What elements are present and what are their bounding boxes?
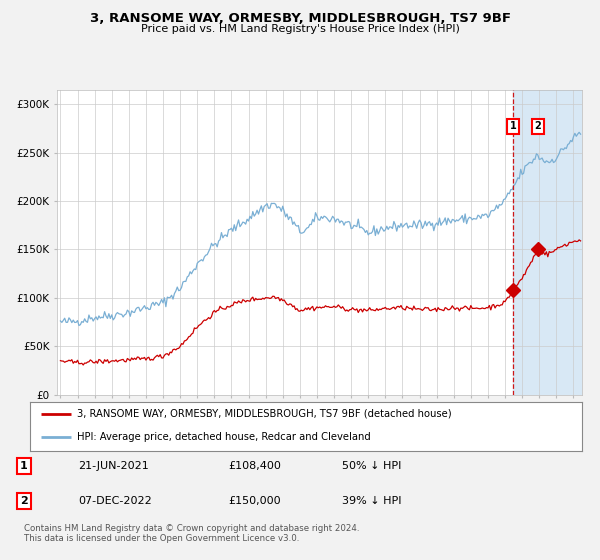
Text: 50% ↓ HPI: 50% ↓ HPI: [342, 461, 401, 471]
Text: 07-DEC-2022: 07-DEC-2022: [78, 496, 152, 506]
Text: 2: 2: [20, 496, 28, 506]
Bar: [513, 90, 582, 395]
Text: HPI: Average price, detached house, Redcar and Cleveland: HPI: Average price, detached house, Redc…: [77, 432, 371, 442]
Text: 1: 1: [20, 461, 28, 471]
Text: 2: 2: [535, 121, 541, 131]
Text: Contains HM Land Registry data © Crown copyright and database right 2024.
This d: Contains HM Land Registry data © Crown c…: [24, 524, 359, 543]
Text: 39% ↓ HPI: 39% ↓ HPI: [342, 496, 401, 506]
Text: 1: 1: [510, 121, 517, 131]
Text: 3, RANSOME WAY, ORMESBY, MIDDLESBROUGH, TS7 9BF: 3, RANSOME WAY, ORMESBY, MIDDLESBROUGH, …: [89, 12, 511, 25]
Text: £150,000: £150,000: [228, 496, 281, 506]
Text: 3, RANSOME WAY, ORMESBY, MIDDLESBROUGH, TS7 9BF (detached house): 3, RANSOME WAY, ORMESBY, MIDDLESBROUGH, …: [77, 409, 452, 419]
Text: 21-JUN-2021: 21-JUN-2021: [78, 461, 149, 471]
Text: Price paid vs. HM Land Registry's House Price Index (HPI): Price paid vs. HM Land Registry's House …: [140, 24, 460, 34]
Text: £108,400: £108,400: [228, 461, 281, 471]
